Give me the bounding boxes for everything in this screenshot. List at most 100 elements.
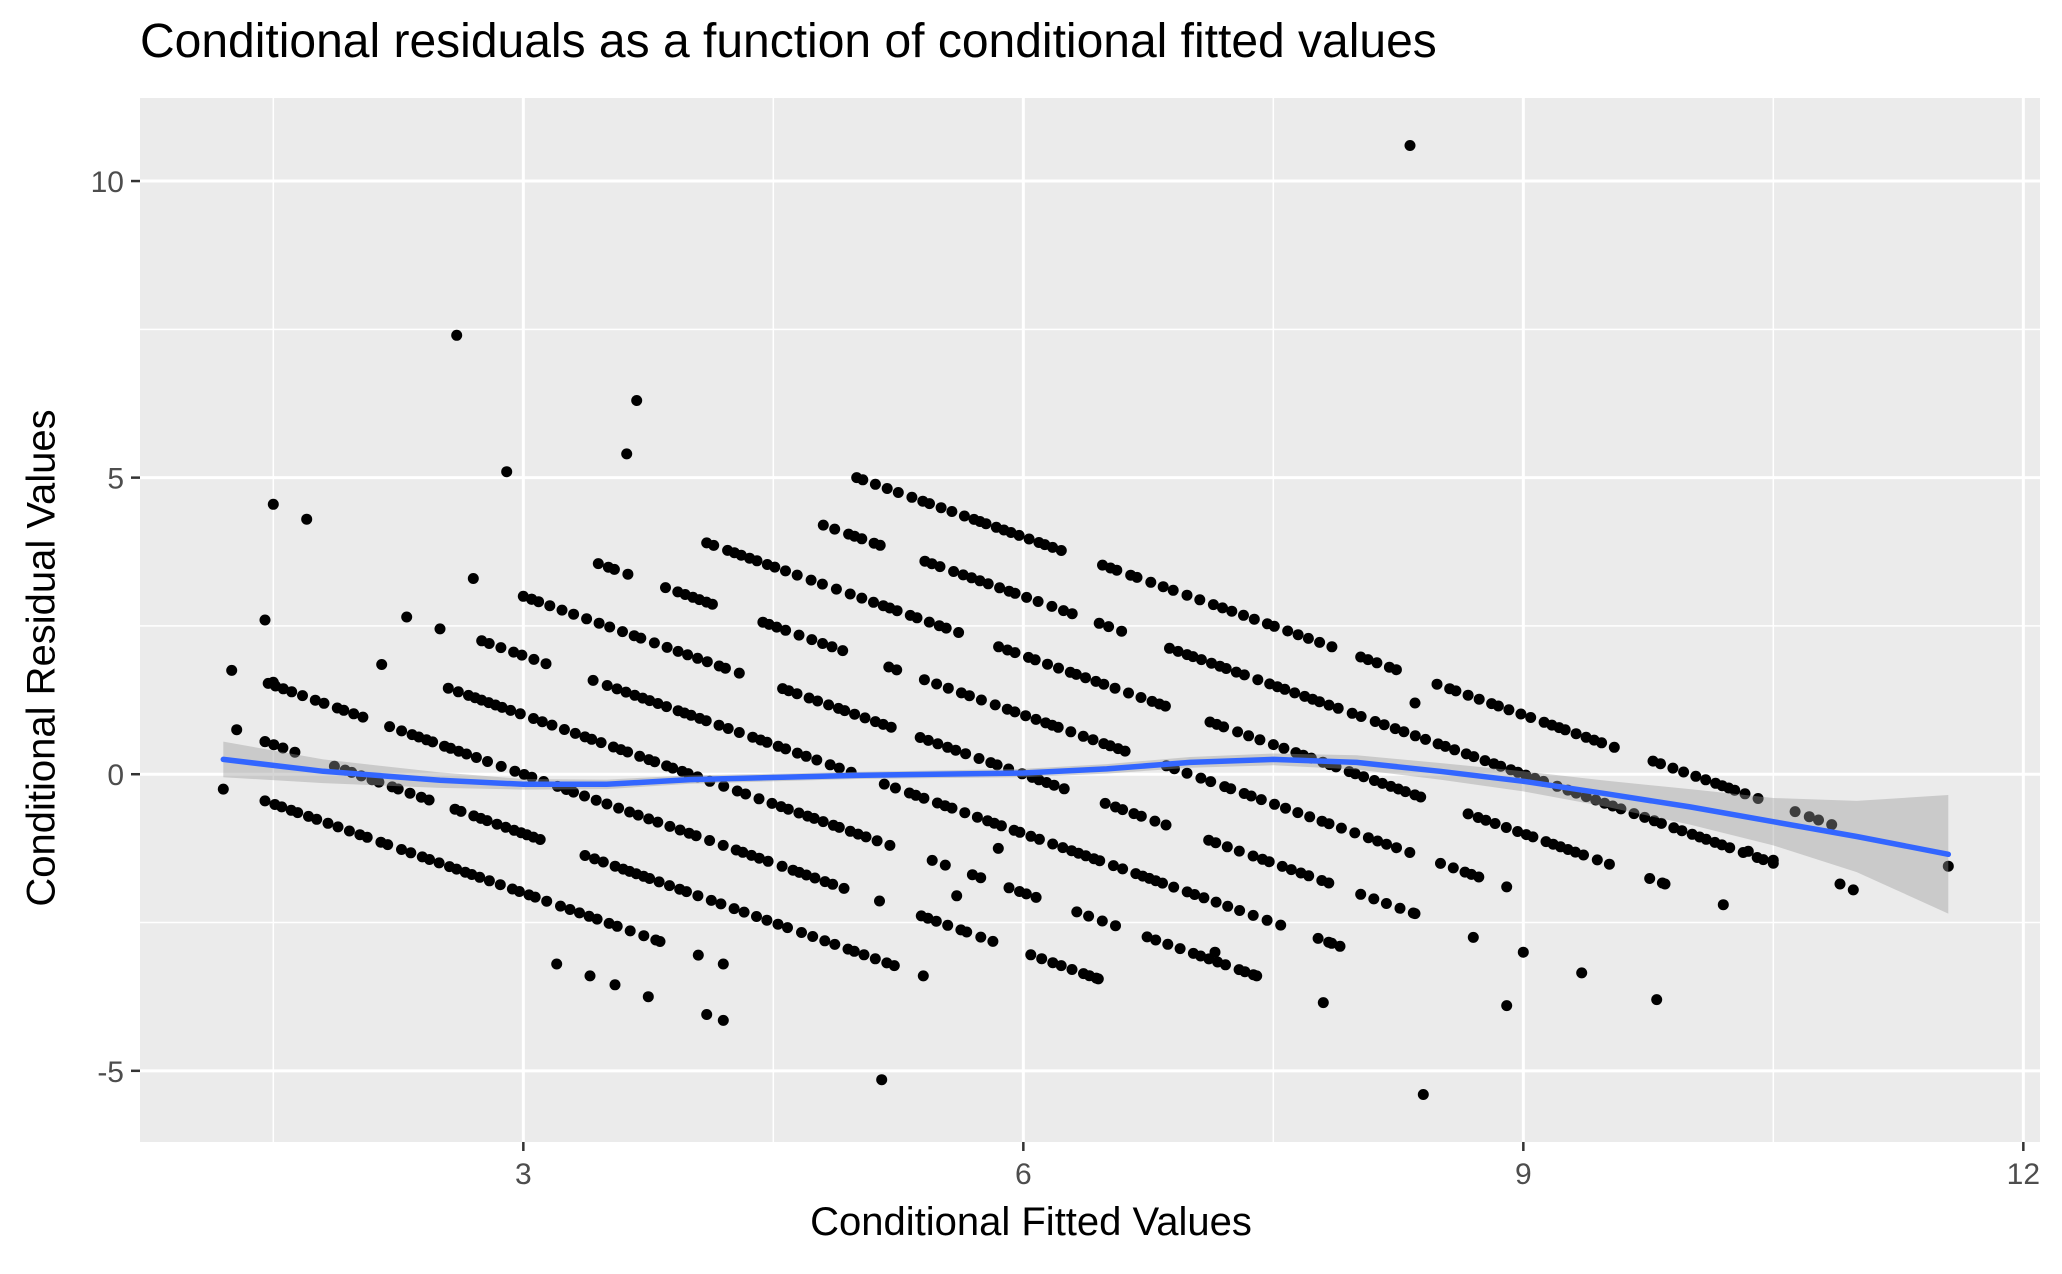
- data-point: [1628, 808, 1640, 820]
- data-point: [1220, 663, 1232, 674]
- data-point: [217, 783, 229, 795]
- data-point: [829, 523, 841, 535]
- data-point: [1503, 704, 1515, 716]
- data-point: [494, 879, 506, 891]
- data-point: [1225, 783, 1237, 795]
- data-point: [871, 835, 883, 847]
- data-point: [731, 785, 743, 797]
- data-point: [1362, 832, 1374, 844]
- data-point: [951, 890, 963, 902]
- data-point: [638, 930, 650, 942]
- data-point: [1117, 863, 1129, 875]
- data-point: [644, 873, 656, 884]
- data-point: [878, 778, 890, 790]
- data-point: [1517, 946, 1529, 958]
- data-point: [1009, 647, 1021, 659]
- data-point: [1168, 881, 1180, 893]
- y-tick-label: -5: [97, 1056, 124, 1089]
- data-point: [652, 816, 664, 828]
- data-point: [806, 634, 818, 646]
- data-point: [1480, 814, 1492, 826]
- data-point: [1025, 949, 1037, 961]
- data-point: [837, 645, 849, 657]
- data-point: [1312, 932, 1324, 944]
- data-point: [601, 680, 613, 691]
- data-point: [1117, 804, 1129, 816]
- data-point: [793, 807, 805, 819]
- data-point: [392, 783, 404, 795]
- data-point: [975, 694, 987, 706]
- data-point: [1243, 730, 1255, 742]
- data-point: [1238, 609, 1249, 621]
- data-point: [1391, 842, 1402, 854]
- data-point: [1252, 674, 1264, 686]
- data-point: [942, 919, 954, 931]
- data-point: [992, 842, 1004, 854]
- data-point: [1495, 760, 1507, 772]
- data-point: [961, 926, 973, 938]
- data-point: [601, 798, 613, 810]
- data-point: [343, 825, 355, 837]
- data-point: [771, 621, 783, 633]
- x-axis-label: Conditional Fitted Values: [810, 1200, 1252, 1244]
- data-point: [1700, 774, 1712, 786]
- data-point: [940, 622, 952, 634]
- data-point: [874, 539, 886, 551]
- data-point: [857, 474, 869, 486]
- data-point: [1559, 724, 1571, 736]
- data-point: [1234, 905, 1246, 916]
- data-point: [946, 506, 958, 517]
- data-point: [740, 788, 752, 800]
- data-point: [932, 738, 944, 750]
- data-point: [874, 895, 885, 907]
- data-point: [858, 949, 870, 961]
- data-point: [772, 918, 784, 930]
- y-tick-label: 5: [107, 463, 124, 496]
- data-point: [827, 878, 839, 890]
- data-point: [1520, 769, 1532, 781]
- data-point: [1501, 881, 1513, 893]
- data-point: [546, 719, 558, 731]
- data-point: [574, 907, 585, 919]
- data-point: [474, 871, 486, 883]
- data-point: [1029, 654, 1041, 666]
- data-point: [396, 844, 407, 855]
- data-point: [1145, 576, 1157, 588]
- data-point: [1149, 815, 1161, 827]
- data-point: [1267, 739, 1279, 751]
- data-point: [791, 688, 803, 700]
- data-point: [982, 578, 994, 590]
- data-point: [960, 748, 972, 760]
- data-point: [1644, 873, 1656, 884]
- data-point: [753, 793, 765, 805]
- data-point: [766, 797, 778, 809]
- data-point: [1380, 898, 1392, 909]
- data-point: [1570, 728, 1582, 740]
- data-point: [1071, 906, 1083, 918]
- data-point: [803, 692, 815, 704]
- data-point: [1023, 533, 1035, 545]
- data-point: [918, 792, 930, 804]
- data-point: [1409, 908, 1421, 920]
- data-point: [467, 573, 479, 584]
- data-point: [838, 882, 850, 894]
- data-point: [722, 723, 734, 734]
- data-point: [939, 859, 951, 871]
- data-point: [889, 782, 901, 794]
- data-point: [856, 592, 868, 604]
- data-point: [762, 855, 774, 867]
- data-point: [564, 904, 576, 915]
- data-point: [708, 539, 720, 551]
- data-point: [926, 854, 938, 866]
- data-point: [622, 746, 634, 758]
- data-point: [824, 759, 836, 771]
- data-point: [1157, 877, 1168, 889]
- data-point: [1195, 772, 1207, 784]
- data-point: [975, 931, 987, 943]
- data-point: [613, 802, 625, 814]
- data-point: [1189, 889, 1201, 900]
- data-point: [396, 725, 408, 737]
- data-point: [966, 572, 978, 584]
- data-point: [1021, 591, 1033, 603]
- data-point: [1501, 1000, 1513, 1012]
